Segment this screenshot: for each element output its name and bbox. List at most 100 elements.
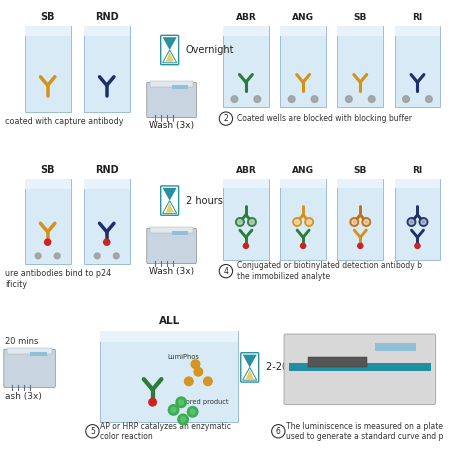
Bar — [172, 85, 188, 89]
FancyBboxPatch shape — [394, 26, 440, 107]
Circle shape — [35, 253, 41, 259]
Circle shape — [236, 218, 244, 226]
Text: Conjugated or biotinylated detection antibody b
the immobilized analyte: Conjugated or biotinylated detection ant… — [237, 262, 422, 281]
Bar — [289, 363, 431, 371]
Text: AP or HRP catalyzes an enzymatic
color reaction: AP or HRP catalyzes an enzymatic color r… — [100, 421, 231, 441]
Bar — [280, 26, 326, 36]
Circle shape — [249, 219, 254, 224]
Circle shape — [191, 360, 200, 368]
Text: 5: 5 — [90, 427, 95, 436]
Bar — [394, 26, 440, 36]
Polygon shape — [163, 188, 177, 201]
Circle shape — [178, 414, 188, 425]
Bar — [84, 26, 129, 36]
Text: ALL: ALL — [159, 317, 180, 327]
Circle shape — [421, 219, 426, 224]
Circle shape — [415, 243, 420, 248]
Bar — [223, 26, 269, 36]
Circle shape — [45, 239, 51, 245]
Text: ANG: ANG — [292, 13, 314, 22]
Polygon shape — [165, 202, 173, 212]
Text: SB: SB — [40, 165, 55, 175]
Circle shape — [346, 96, 352, 102]
Text: 4: 4 — [223, 267, 228, 275]
Text: SB: SB — [40, 12, 55, 22]
FancyBboxPatch shape — [284, 334, 436, 405]
Bar — [100, 331, 238, 342]
Circle shape — [307, 219, 311, 224]
Circle shape — [407, 218, 416, 226]
Bar — [172, 231, 188, 235]
Circle shape — [168, 405, 179, 415]
Text: SB: SB — [354, 13, 367, 22]
FancyBboxPatch shape — [161, 186, 179, 215]
Circle shape — [171, 408, 176, 412]
FancyBboxPatch shape — [337, 26, 383, 107]
FancyBboxPatch shape — [100, 331, 238, 422]
Circle shape — [204, 377, 212, 385]
Text: 6: 6 — [276, 427, 281, 436]
Text: RI: RI — [412, 13, 423, 22]
Bar — [308, 357, 367, 366]
Circle shape — [184, 377, 193, 385]
FancyBboxPatch shape — [223, 179, 269, 260]
Text: Overnight: Overnight — [186, 45, 234, 55]
Text: RI: RI — [412, 166, 423, 175]
Circle shape — [247, 218, 256, 226]
Polygon shape — [243, 367, 257, 380]
FancyBboxPatch shape — [280, 179, 326, 260]
Bar — [374, 343, 416, 351]
Text: ure antibodies bind to p24
ificity: ure antibodies bind to p24 ificity — [5, 269, 111, 289]
FancyBboxPatch shape — [280, 26, 326, 107]
Circle shape — [94, 253, 100, 259]
Text: LumiPhos: LumiPhos — [167, 354, 199, 359]
FancyBboxPatch shape — [147, 82, 196, 118]
Circle shape — [190, 410, 195, 414]
FancyBboxPatch shape — [241, 353, 259, 382]
Circle shape — [113, 253, 119, 259]
Circle shape — [288, 96, 295, 102]
FancyBboxPatch shape — [161, 36, 179, 64]
Bar — [25, 26, 71, 36]
Circle shape — [231, 96, 238, 102]
Bar — [394, 179, 440, 188]
Text: RND: RND — [95, 12, 118, 22]
Circle shape — [176, 397, 186, 408]
Text: ash (3x): ash (3x) — [5, 392, 42, 401]
Circle shape — [237, 219, 242, 224]
Circle shape — [350, 218, 358, 226]
Bar — [337, 179, 383, 188]
Circle shape — [149, 399, 156, 406]
Circle shape — [179, 400, 183, 405]
Bar — [150, 227, 193, 233]
Circle shape — [104, 239, 110, 245]
Circle shape — [409, 219, 414, 224]
Bar — [223, 179, 269, 188]
Text: coated with capture antibody: coated with capture antibody — [5, 117, 123, 126]
Bar — [280, 179, 326, 188]
Text: The luminiscence is measured on a plate
used to generate a standard curve and p: The luminiscence is measured on a plate … — [286, 421, 443, 441]
Text: 2: 2 — [224, 114, 228, 123]
Circle shape — [55, 253, 60, 259]
Circle shape — [419, 218, 428, 226]
Polygon shape — [163, 37, 177, 50]
Text: ANG: ANG — [292, 166, 314, 175]
Polygon shape — [243, 355, 257, 367]
Circle shape — [301, 243, 306, 248]
Polygon shape — [163, 50, 177, 63]
Circle shape — [352, 219, 356, 224]
Text: ABR: ABR — [236, 13, 256, 22]
FancyBboxPatch shape — [337, 179, 383, 260]
Text: Wash (3x): Wash (3x) — [149, 267, 194, 276]
FancyBboxPatch shape — [25, 26, 71, 112]
FancyBboxPatch shape — [84, 26, 129, 112]
FancyBboxPatch shape — [394, 179, 440, 260]
Circle shape — [254, 96, 261, 102]
Bar — [29, 352, 47, 356]
Text: Coated wells are blocked with blocking buffer: Coated wells are blocked with blocking b… — [237, 114, 412, 123]
Text: 2-20 mins: 2-20 mins — [266, 363, 315, 373]
Circle shape — [368, 96, 375, 102]
Text: 2 hours: 2 hours — [186, 196, 223, 206]
Circle shape — [194, 367, 203, 376]
Bar — [150, 82, 193, 87]
